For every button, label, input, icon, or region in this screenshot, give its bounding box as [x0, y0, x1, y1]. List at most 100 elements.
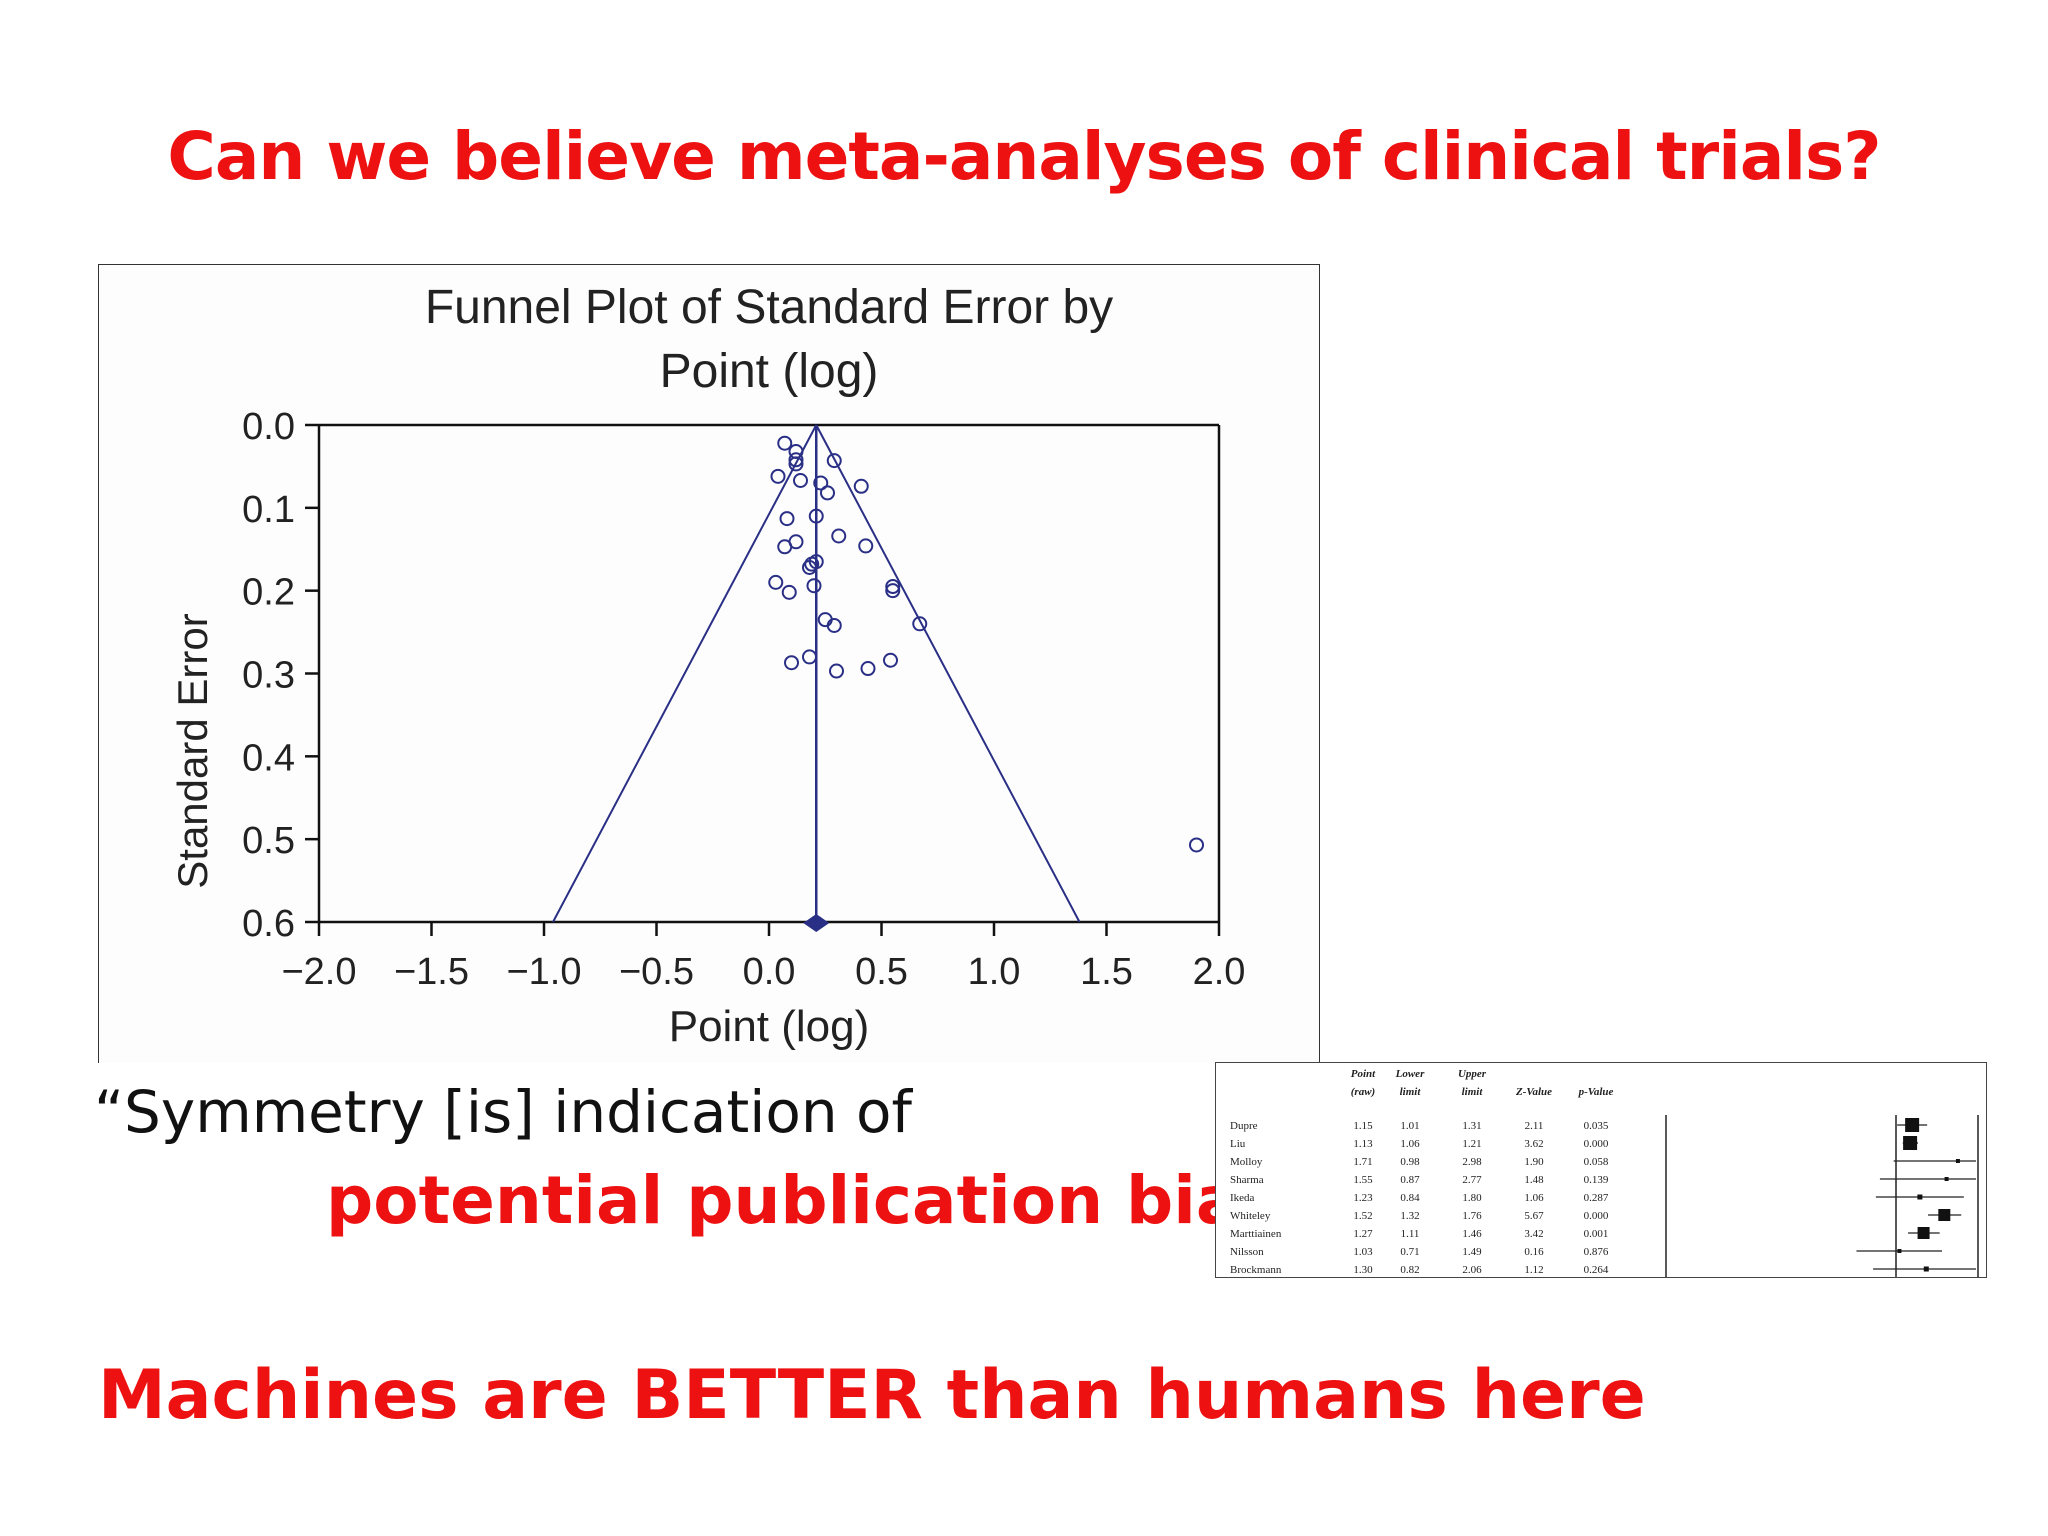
forest-study-name: Ikeda [1230, 1192, 1255, 1204]
x-tick-label: 1.0 [968, 951, 1021, 993]
bottom-claim: Machines are BETTER than humans here [98, 1356, 1646, 1435]
forest-point-marker [1903, 1136, 1918, 1150]
forest-point-marker [1955, 1159, 1960, 1163]
forest-point-marker [1944, 1177, 1949, 1181]
forest-cell: 0.000 [1584, 1210, 1609, 1222]
study-point [912, 616, 928, 632]
pooled-estimate-diamond [803, 914, 830, 932]
study-point [770, 468, 786, 484]
study-point [858, 538, 874, 554]
forest-point-marker [1905, 1118, 1920, 1132]
study-point [1189, 837, 1204, 853]
quote-line-1: “Symmetry [is] indication of [94, 1078, 912, 1146]
study-point [885, 583, 901, 599]
forest-cell: 1.21 [1462, 1138, 1481, 1150]
forest-cell: 2.06 [1462, 1264, 1482, 1276]
slide-title: Can we believe meta-analyses of clinical… [167, 118, 1881, 195]
forest-cell: 0.058 [1584, 1156, 1609, 1168]
study-point [831, 528, 847, 544]
forest-cell: 1.49 [1462, 1246, 1482, 1258]
forest-point-marker [1923, 1266, 1929, 1272]
forest-cell: 0.98 [1400, 1156, 1420, 1168]
forest-cell: 0.139 [1584, 1174, 1609, 1186]
funnel-plot: Funnel Plot of Standard Error by Point (… [169, 281, 1246, 1051]
forest-cell: 0.035 [1584, 1120, 1609, 1132]
study-point [788, 452, 804, 468]
x-tick-label: 1.5 [1080, 951, 1133, 993]
forest-point-marker [1917, 1194, 1923, 1200]
forest-column-header: p-Value [1578, 1086, 1614, 1098]
forest-cell: 1.31 [1462, 1120, 1481, 1132]
forest-cell: 0.16 [1524, 1246, 1544, 1258]
study-point [788, 456, 804, 472]
x-tick-label: 0.5 [855, 951, 908, 993]
forest-cell: 0.84 [1400, 1192, 1420, 1204]
forest-study-name: Molloy [1230, 1156, 1263, 1168]
forest-plot-panel: Point (raw) Lower limit Upper limit Z-Value p-V… [1215, 1062, 1987, 1278]
y-tick-label: 0.2 [242, 572, 295, 614]
study-points [768, 435, 1204, 853]
forest-cell: 1.90 [1524, 1156, 1544, 1168]
forest-point-marker [1917, 1227, 1930, 1239]
forest-cell: 1.12 [1524, 1264, 1543, 1276]
forest-cell: 1.23 [1353, 1192, 1373, 1204]
forest-cell: 1.48 [1524, 1174, 1544, 1186]
funnel-left-line [552, 424, 818, 923]
study-point [777, 539, 793, 555]
x-axis-label: Point (log) [669, 1002, 870, 1051]
study-point [802, 649, 817, 665]
x-tick-label: 2.0 [1193, 951, 1246, 993]
forest-column-header: Upper limit [1458, 1068, 1487, 1098]
forest-cell: 1.03 [1353, 1246, 1373, 1258]
x-tick-label: 0.0 [743, 951, 796, 993]
forest-plot-table: Point (raw) Lower limit Upper limit Z-Value p-V… [1230, 1068, 1979, 1277]
study-point [781, 584, 797, 600]
forest-cell: 1.27 [1353, 1228, 1373, 1240]
forest-cell: 0.87 [1400, 1174, 1420, 1186]
study-point [829, 663, 844, 679]
y-axis-label: Standard Error [169, 613, 216, 888]
forest-cell: 1.52 [1353, 1210, 1372, 1222]
y-tick-label: 0.3 [242, 655, 295, 697]
study-point [808, 508, 824, 524]
forest-cell: 3.42 [1524, 1228, 1543, 1240]
forest-cell: 0.264 [1584, 1264, 1609, 1276]
study-point [784, 655, 799, 671]
plot-frame [317, 423, 1221, 924]
study-point [885, 579, 901, 595]
x-tick-label: −2.0 [281, 951, 356, 993]
study-point [820, 485, 835, 501]
forest-cell: 0.82 [1400, 1264, 1419, 1276]
forest-cell: 3.62 [1524, 1138, 1543, 1150]
forest-cell: 1.30 [1353, 1264, 1373, 1276]
forest-point-marker [1897, 1249, 1902, 1253]
y-tick-label: 0.0 [242, 406, 295, 448]
forest-column-header: Z-Value [1515, 1086, 1552, 1098]
y-tick-label: 0.1 [242, 489, 295, 531]
study-point [860, 661, 876, 677]
forest-cell: 0.71 [1400, 1246, 1419, 1258]
forest-cell: 5.67 [1524, 1210, 1544, 1222]
study-point [777, 435, 793, 451]
forest-study-name: Whiteley [1230, 1210, 1271, 1222]
chart-title-line-2: Point (log) [660, 345, 879, 398]
forest-cell: 1.15 [1353, 1120, 1373, 1132]
forest-study-name: Marttiainen [1230, 1228, 1282, 1240]
forest-cell: 1.32 [1400, 1210, 1419, 1222]
x-tick-label: −1.5 [394, 951, 469, 993]
funnel-plot-panel: Funnel Plot of Standard Error by Point (… [98, 264, 1320, 1063]
chart-title-line-1: Funnel Plot of Standard Error by [425, 281, 1113, 334]
forest-point-marker [1938, 1209, 1951, 1221]
forest-cell: 2.11 [1525, 1120, 1544, 1132]
study-point [883, 652, 898, 668]
study-point [826, 617, 842, 633]
forest-cell: 0.876 [1584, 1246, 1609, 1258]
forest-column-header: Lower limit [1395, 1068, 1425, 1098]
quote-line-2: potential publication bias” [326, 1162, 1324, 1239]
forest-cell: 1.46 [1462, 1228, 1482, 1240]
x-tick-label: −0.5 [619, 951, 694, 993]
y-tick-label: 0.6 [242, 903, 295, 945]
forest-cell: 1.06 [1400, 1138, 1420, 1150]
study-point [806, 578, 822, 594]
funnel-lines [552, 424, 1081, 932]
